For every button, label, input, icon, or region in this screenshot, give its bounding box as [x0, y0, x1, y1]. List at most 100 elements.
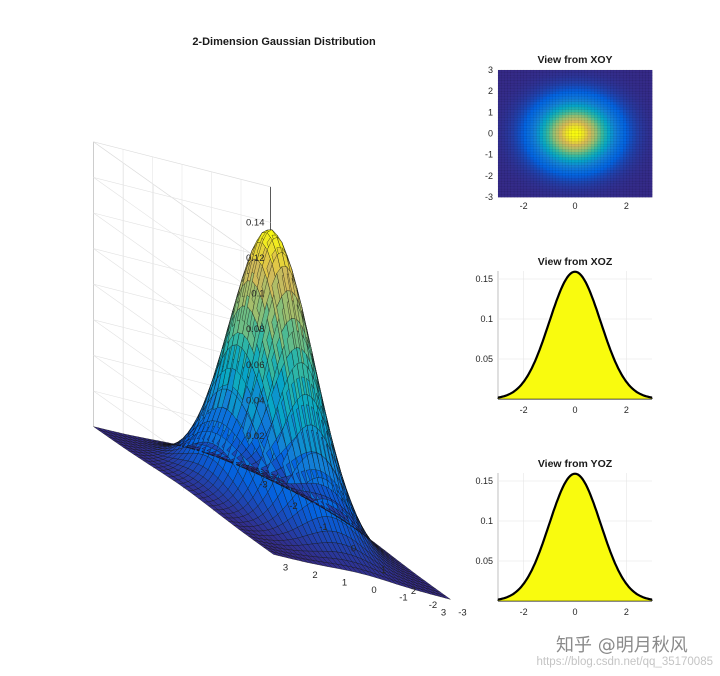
main-x-tick: 1 — [381, 565, 386, 576]
profile-z-tick: 0.05 — [475, 354, 493, 364]
xoy-heatmap-cell — [555, 194, 560, 198]
xoy-heatmap-cell — [626, 194, 631, 198]
profile-x-tick: 2 — [624, 607, 629, 617]
xoy-heatmap-cell — [632, 194, 637, 198]
xoy-heatmap-cell — [594, 194, 598, 198]
xoy-heatmap-cell — [501, 194, 505, 198]
xoy-heatmap-cell — [552, 194, 557, 198]
main-z-tick: 0.12 — [246, 253, 265, 264]
watermark-brand: 知乎 @明月秋风 — [556, 635, 688, 656]
xoy-view-plot: -2 0 2 3 2 1 0 -1 -2 -3 View from XOY — [485, 54, 653, 211]
main-y-tick: -2 — [429, 600, 437, 611]
xoy-heatmap-cell — [574, 194, 579, 198]
xoy-heatmap — [497, 69, 653, 198]
profile-x-tick: -2 — [520, 405, 528, 415]
main-x-tick: 3 — [441, 607, 446, 618]
xoy-heatmap-cell — [587, 194, 592, 198]
xoy-heatmap-cell — [606, 194, 611, 198]
main-z-tick: 0.04 — [246, 395, 265, 406]
xoy-heatmap-cell — [616, 194, 621, 198]
xoy-y-tick: 1 — [488, 107, 493, 117]
watermark: 知乎 @明月秋风 https://blog.csdn.net/qq_351700… — [537, 635, 713, 668]
xoy-heatmap-cell — [545, 194, 550, 198]
profile-envelope — [497, 270, 653, 399]
xoy-y-tick: 2 — [488, 86, 493, 96]
xoz-title: View from XOZ — [538, 256, 613, 268]
profile-z-tick: 0.15 — [475, 476, 493, 486]
xoy-heatmap-cell — [639, 194, 643, 198]
xoy-y-tick: -2 — [485, 171, 493, 181]
xoy-heatmap-cell — [562, 194, 566, 198]
xoy-x-tick: 2 — [624, 201, 629, 211]
main-x-tick: 0 — [351, 544, 356, 555]
xoy-heatmap-cell — [513, 194, 518, 198]
xoy-heatmap-cell — [600, 194, 605, 198]
xoy-tick-labels: -2 0 2 3 2 1 0 -1 -2 -3 — [485, 65, 629, 211]
main-y-tick: -1 — [399, 592, 407, 603]
xoy-heatmap-cell — [613, 194, 618, 198]
xoy-y-tick: 3 — [488, 65, 493, 75]
main-title: 2-Dimension Gaussian Distribution — [192, 36, 376, 48]
xoy-heatmap-cell — [529, 194, 534, 198]
xoy-heatmap-cell — [533, 194, 537, 198]
xoy-heatmap-cell — [520, 194, 525, 198]
xoy-heatmap-cell — [497, 194, 502, 198]
xoy-heatmap-cell — [584, 194, 589, 198]
xoy-heatmap-cell — [504, 194, 509, 198]
main-z-tick: 0.14 — [246, 217, 265, 228]
xoz-tick-labels: -2 0 2 0.15 0.1 0.05 — [475, 274, 628, 415]
xoz-view-plot: -2 0 2 0.15 0.1 0.05 View from XOZ — [475, 256, 653, 415]
xoy-heatmap-cell — [590, 194, 595, 198]
xoy-heatmap-cell — [642, 194, 647, 198]
xoy-heatmap-cell — [517, 194, 521, 198]
xoy-heatmap-cell — [558, 194, 563, 198]
xoy-heatmap-cell — [603, 194, 608, 198]
profile-envelope — [497, 472, 653, 601]
main-x-tick: -2 — [289, 501, 297, 512]
main-y-tick: -3 — [458, 607, 466, 618]
profile-slice — [497, 473, 653, 602]
xoy-y-tick: -3 — [485, 192, 493, 202]
xoy-heatmap-cell — [619, 194, 624, 198]
xoy-heatmap-cell — [645, 194, 650, 198]
profile-x-tick: 2 — [624, 405, 629, 415]
watermark-url: https://blog.csdn.net/qq_35170085 — [537, 656, 713, 668]
xoy-heatmap-cell — [581, 194, 586, 198]
xoy-heatmap-cell — [549, 194, 554, 198]
xoy-heatmap-cell — [539, 194, 544, 198]
profile-z-tick: 0.1 — [480, 516, 493, 526]
xoy-heatmap-cell — [510, 194, 515, 198]
profile-slice — [497, 271, 653, 400]
main-x-tick: -1 — [319, 522, 327, 533]
xoy-heatmap-cell — [629, 194, 634, 198]
main-y-tick: 0 — [371, 585, 376, 596]
xoy-y-tick: -1 — [485, 150, 493, 160]
xoy-heatmap-cell — [542, 194, 547, 198]
yoz-tick-labels: -2 0 2 0.15 0.1 0.05 — [475, 476, 628, 617]
main-z-tick: 0.06 — [246, 360, 265, 371]
profile-z-tick: 0.15 — [475, 274, 493, 284]
profile-x-tick: -2 — [520, 607, 528, 617]
xoy-heatmap-cell — [507, 194, 512, 198]
xoy-heatmap-cell — [578, 194, 582, 198]
xoy-y-tick: 0 — [488, 129, 493, 139]
gaussian-surface — [93, 229, 451, 600]
xoy-heatmap-cell — [526, 194, 531, 198]
main-x-tick: 2 — [411, 586, 416, 597]
xoy-x-tick: -2 — [520, 201, 528, 211]
xoy-x-tick: 0 — [572, 201, 577, 211]
surface-facet — [440, 594, 451, 600]
main-y-tick: 2 — [312, 570, 317, 581]
main-x-tick: -3 — [259, 480, 267, 491]
xoy-heatmap-cell — [571, 194, 576, 198]
xoy-heatmap-cell — [635, 194, 640, 198]
xoy-heatmap-cell — [565, 194, 570, 198]
xoy-heatmap-cell — [523, 194, 528, 198]
xoy-heatmap-cell — [597, 194, 602, 198]
profile-x-tick: 0 — [572, 405, 577, 415]
xoy-heatmap-cell — [536, 194, 541, 198]
profile-z-tick: 0.1 — [480, 314, 493, 324]
